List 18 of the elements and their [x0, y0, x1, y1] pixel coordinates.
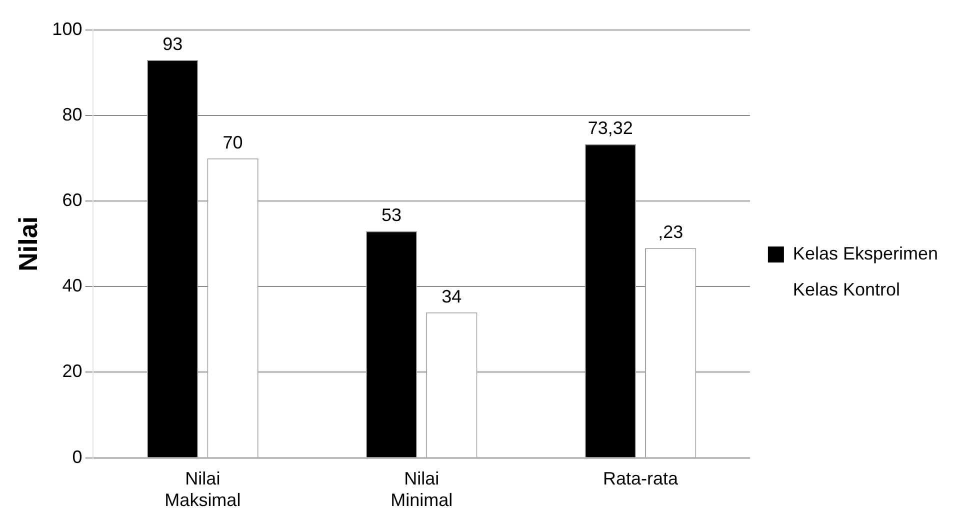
y-tick-label: 80	[62, 104, 82, 125]
y-axis-title: Nilai	[12, 216, 43, 272]
data-label: 53	[381, 205, 402, 226]
x-tick-label: Nilai Minimal	[390, 468, 453, 510]
data-label: 70	[222, 132, 243, 152]
data-label: 73,32	[588, 118, 633, 138]
x-tick-label: Rata-rata	[602, 468, 679, 489]
annotation: ,23	[658, 222, 684, 242]
y-tick-label: 40	[62, 276, 82, 296]
y-tick-label: 60	[62, 190, 82, 210]
y-tick-label: 20	[62, 361, 82, 382]
legend-label: Kelas Eksperimen	[792, 243, 938, 264]
x-tick-label: Nilai Maksimal	[164, 468, 241, 510]
data-label: 34	[442, 286, 462, 306]
data-label: 93	[162, 34, 183, 54]
text: Kelas Kontrol	[792, 279, 900, 300]
y-tick-label: 0	[72, 446, 82, 467]
y-tick-label: 100	[52, 18, 82, 39]
